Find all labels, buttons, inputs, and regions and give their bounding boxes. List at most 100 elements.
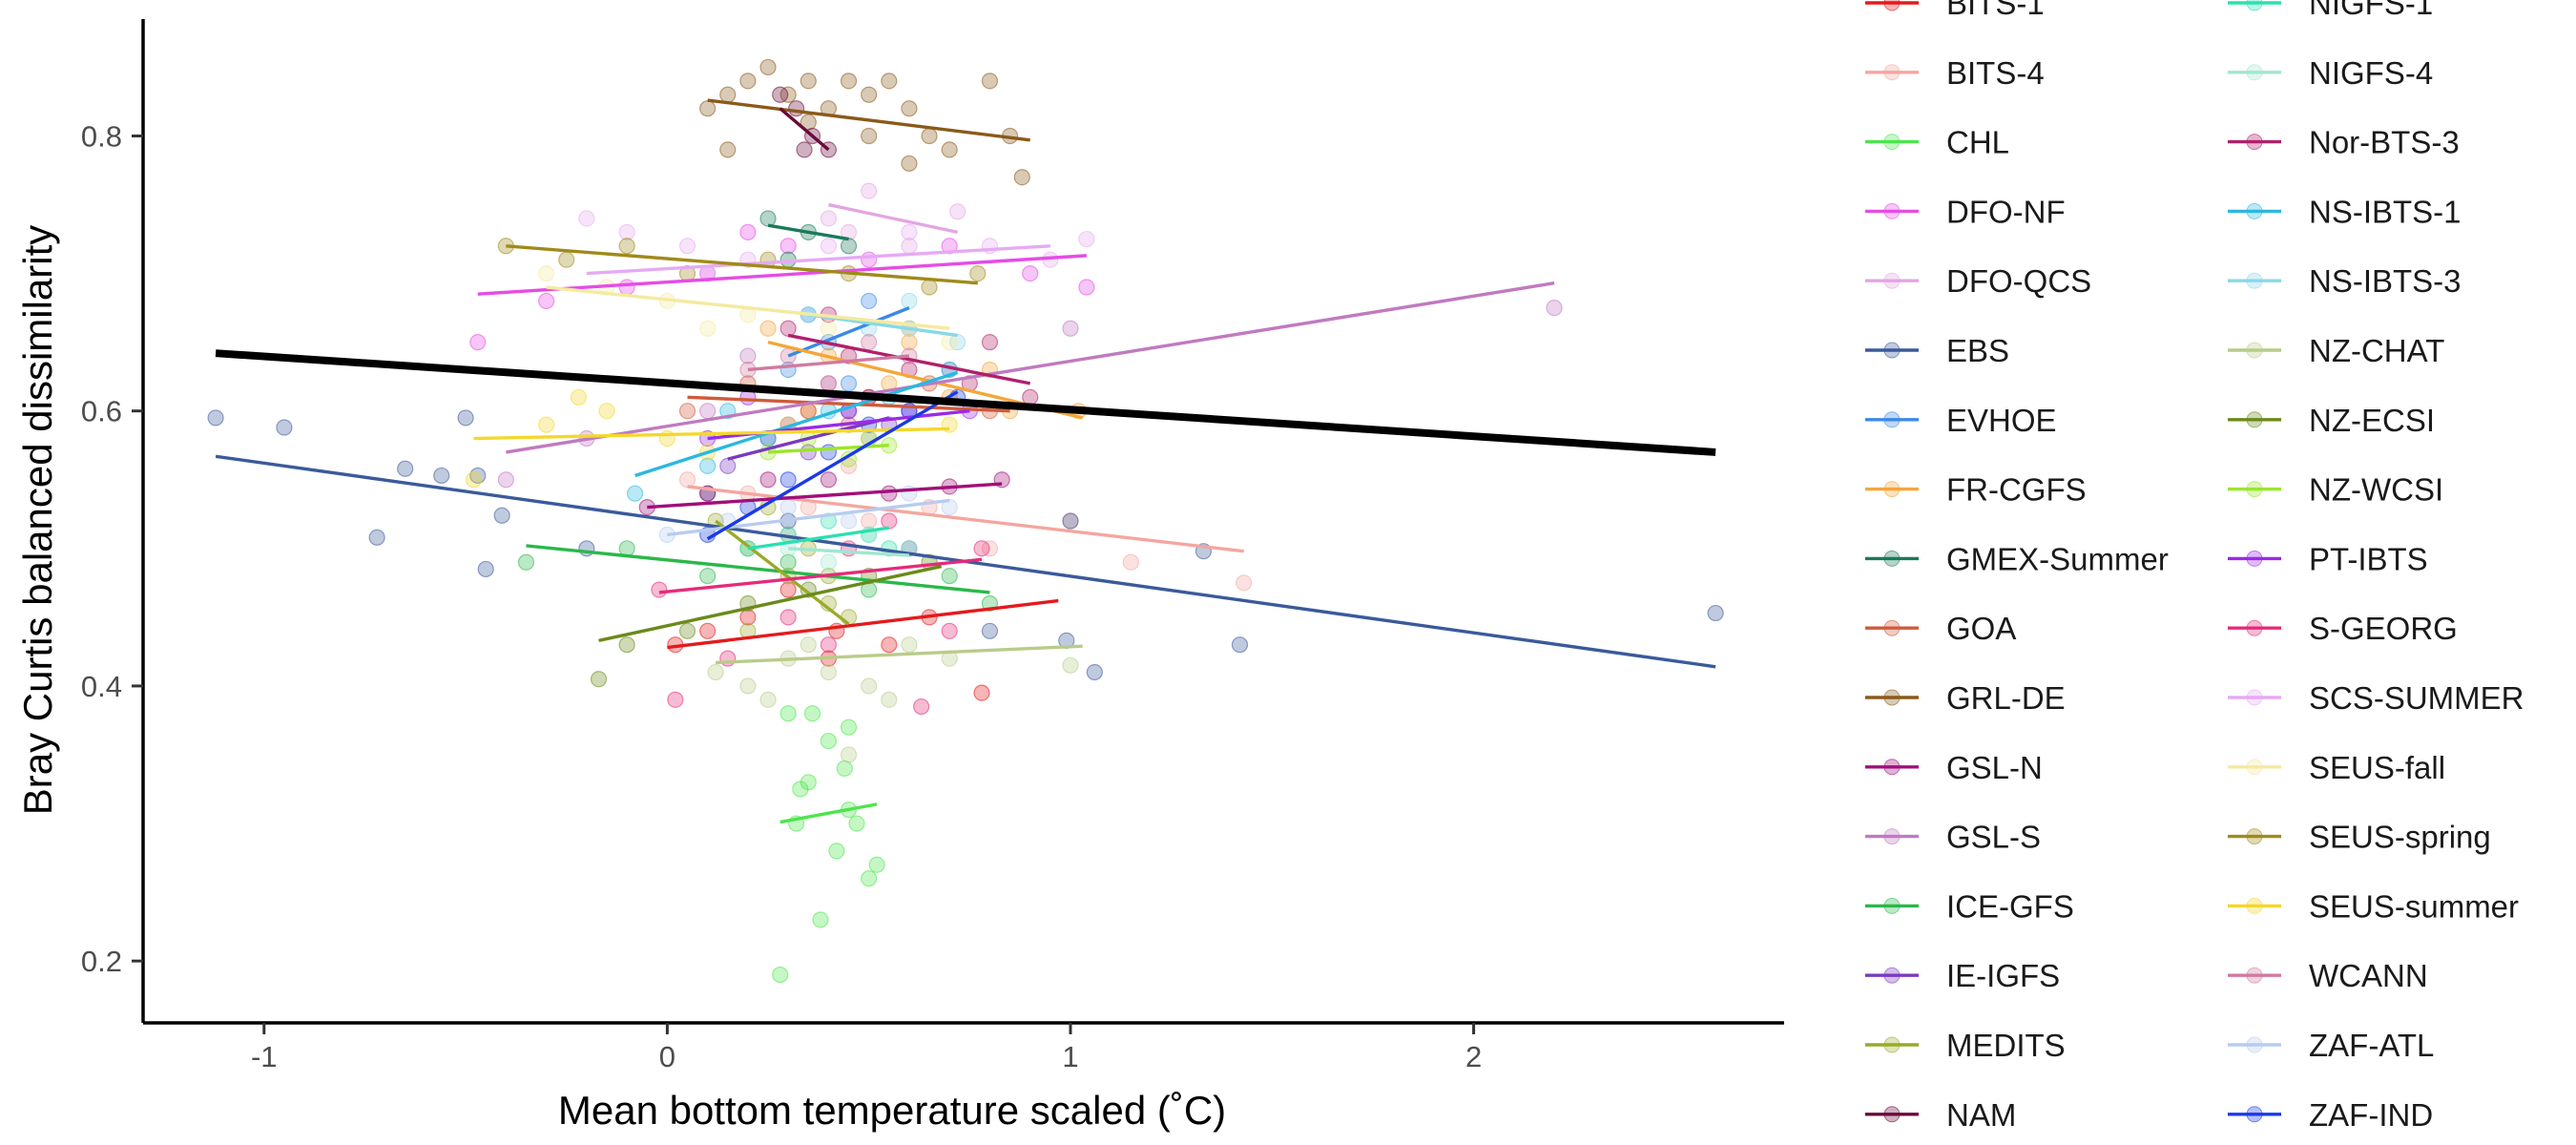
point-grl-de	[719, 86, 737, 103]
point-zaf-atl	[840, 512, 858, 530]
legend-label: NZ-ECSI	[2309, 403, 2435, 438]
point-dfo-nf	[779, 238, 797, 255]
legend-key-point	[2246, 967, 2263, 984]
point-nam	[788, 100, 805, 117]
point-chl	[772, 966, 789, 984]
point-gsl-s	[699, 403, 717, 420]
legend-item-ie-igfs: IE-IGFS	[1865, 958, 2060, 993]
trend-line-dfo-nf	[477, 254, 1088, 296]
legend-item-goa: GOA	[1865, 611, 2016, 646]
point-bits-1	[779, 581, 797, 598]
legend-key-point	[1883, 1106, 1901, 1123]
y-axis-title: Bray Curtis balanced dissimilarity	[15, 225, 60, 816]
legend-key-point	[2246, 64, 2263, 81]
point-ebs	[493, 507, 510, 524]
legend-item-zaf-atl: ZAF-ATL	[2228, 1028, 2434, 1063]
legend-key-point	[2246, 1036, 2263, 1053]
point-gmex-summer	[759, 210, 777, 227]
legend-label: ICE-GFS	[1946, 888, 2074, 924]
point-seus-spring	[921, 279, 938, 296]
legend-key-point	[1883, 272, 1901, 289]
axes: -1 0 1 2 0.2 0.4 0.6 0.8	[81, 19, 1784, 1073]
trend-line-nor-bts-3	[787, 333, 1031, 385]
point-grl-de	[901, 155, 918, 172]
legend-label: EVHOE	[1946, 403, 2057, 438]
legend-key-point	[1883, 202, 1901, 219]
legend-key-point	[2246, 759, 2263, 776]
trend-line-s-georg	[658, 557, 983, 594]
point-zaf-atl	[779, 498, 797, 516]
legend-item-bits-4: BITS-4	[1865, 55, 2045, 91]
point-nam	[772, 86, 789, 103]
point-bits-4	[840, 457, 858, 474]
point-chl	[848, 815, 865, 832]
legend-key-point	[1883, 689, 1901, 706]
point-ebs	[1062, 512, 1079, 530]
point-scs-summer	[1078, 230, 1095, 248]
point-ns-ibts-1	[699, 457, 717, 474]
point-grl-de	[739, 73, 757, 90]
trend-line-grl-de	[707, 98, 1030, 142]
legend-key-point	[1883, 134, 1901, 151]
trend-line-ns-ibts-1	[634, 370, 959, 478]
point-bits-1	[973, 684, 990, 701]
point-fr-cgfs	[759, 320, 777, 337]
point-grl-de	[861, 86, 878, 103]
point-dfo-qcs	[820, 210, 838, 227]
scatter-points	[207, 58, 1724, 984]
legend-key-point	[2246, 828, 2263, 845]
point-dfo-nf	[538, 292, 555, 310]
legend: BITS-1 BITS-4 CHL DFO-NF DFO-QCS EBS EVHOE FR-C…	[1865, 0, 2524, 1133]
point-s-georg	[651, 581, 668, 598]
point-nigfs-4	[820, 553, 838, 571]
point-bits-4	[1122, 553, 1139, 571]
trend-line-goa	[687, 395, 1010, 413]
point-seus-fall	[820, 320, 838, 337]
legend-item-scs-summer: SCS-SUMMER	[2228, 680, 2524, 716]
legend-label: DFO-QCS	[1946, 263, 2091, 299]
legend-key-point	[1883, 411, 1901, 428]
legend-key-point	[2246, 0, 2263, 11]
point-bits-4	[861, 512, 878, 530]
legend-key-point	[1883, 619, 1901, 636]
point-dfo-nf	[739, 223, 757, 240]
point-dfo-qcs	[949, 203, 966, 220]
point-bits-4	[1236, 574, 1253, 592]
point-gsl-n	[820, 471, 838, 489]
legend-item-nz-ecsi: NZ-ECSI	[2228, 403, 2435, 438]
legend-label: PT-IBTS	[2309, 541, 2428, 576]
point-zaf-ind	[779, 471, 797, 489]
point-seus-spring	[618, 238, 635, 255]
point-seus-fall	[941, 334, 958, 351]
trend-line-medits	[715, 519, 850, 626]
legend-label: EBS	[1946, 333, 2009, 368]
legend-key-point	[1883, 828, 1901, 845]
y-tick-label: 0.8	[81, 119, 122, 153]
trend-line-nigfs-1	[747, 526, 890, 551]
point-gsl-s	[497, 471, 514, 489]
y-tick-label: 0.6	[81, 395, 122, 428]
legend-key-point	[2246, 134, 2263, 151]
legend-key-point	[1883, 897, 1901, 914]
point-nz-ecsi	[590, 671, 608, 688]
legend-key-point	[1883, 0, 1901, 11]
point-grl-de	[840, 73, 858, 90]
legend-item-s-georg: S-GEORG	[2228, 611, 2458, 646]
point-scs-summer	[618, 223, 635, 240]
point-nz-chat	[739, 677, 757, 695]
point-zaf-atl	[941, 498, 958, 516]
point-chl	[792, 781, 809, 798]
legend-label: ZAF-IND	[2309, 1097, 2433, 1133]
point-nz-chat	[840, 746, 858, 763]
point-chl	[803, 705, 821, 722]
legend-label: MEDITS	[1946, 1028, 2066, 1063]
trend-line-zaf-ind	[706, 390, 959, 541]
point-grl-de	[861, 127, 878, 145]
legend-item-grl-de: GRL-DE	[1865, 680, 2066, 716]
legend-item-ns-ibts-1: NS-IBTS-1	[2228, 194, 2462, 229]
legend-label: CHL	[1946, 125, 2009, 160]
trend-line-ie-igfs	[727, 416, 890, 461]
point-s-georg	[881, 512, 898, 530]
legend-item-nigfs-4: NIGFS-4	[2228, 55, 2433, 91]
legend-item-bits-1: BITS-1	[1865, 0, 2045, 21]
